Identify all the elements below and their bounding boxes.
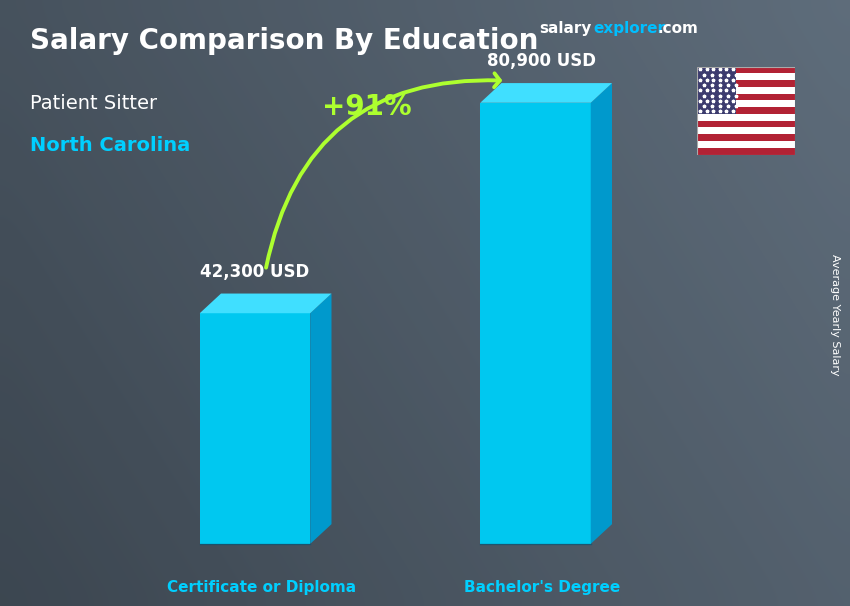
Text: +91%: +91% (322, 93, 412, 121)
Text: Patient Sitter: Patient Sitter (30, 94, 157, 113)
Text: salary: salary (540, 21, 592, 36)
Bar (697, 107, 795, 114)
Bar (697, 135, 795, 141)
Text: Bachelor's Degree: Bachelor's Degree (464, 580, 620, 595)
Polygon shape (310, 293, 332, 544)
Bar (697, 141, 795, 148)
Bar (697, 73, 795, 80)
Polygon shape (480, 83, 612, 103)
Bar (697, 114, 795, 121)
Bar (697, 80, 795, 87)
Bar (200, 313, 310, 544)
Polygon shape (591, 83, 612, 544)
Bar (697, 94, 795, 101)
Text: 42,300 USD: 42,300 USD (201, 262, 309, 281)
Bar (697, 127, 795, 135)
Bar (480, 103, 591, 544)
Text: 80,900 USD: 80,900 USD (487, 52, 597, 70)
Text: .com: .com (657, 21, 698, 36)
Bar (697, 87, 795, 94)
Bar (697, 67, 795, 73)
Bar (697, 148, 795, 155)
Bar (697, 67, 736, 114)
Text: North Carolina: North Carolina (30, 136, 190, 155)
Bar (697, 121, 795, 127)
Bar (697, 101, 795, 107)
Text: Salary Comparison By Education: Salary Comparison By Education (30, 27, 538, 55)
Polygon shape (200, 293, 332, 313)
Text: Average Yearly Salary: Average Yearly Salary (830, 255, 840, 376)
Text: explorer: explorer (593, 21, 666, 36)
Text: Certificate or Diploma: Certificate or Diploma (167, 580, 356, 595)
